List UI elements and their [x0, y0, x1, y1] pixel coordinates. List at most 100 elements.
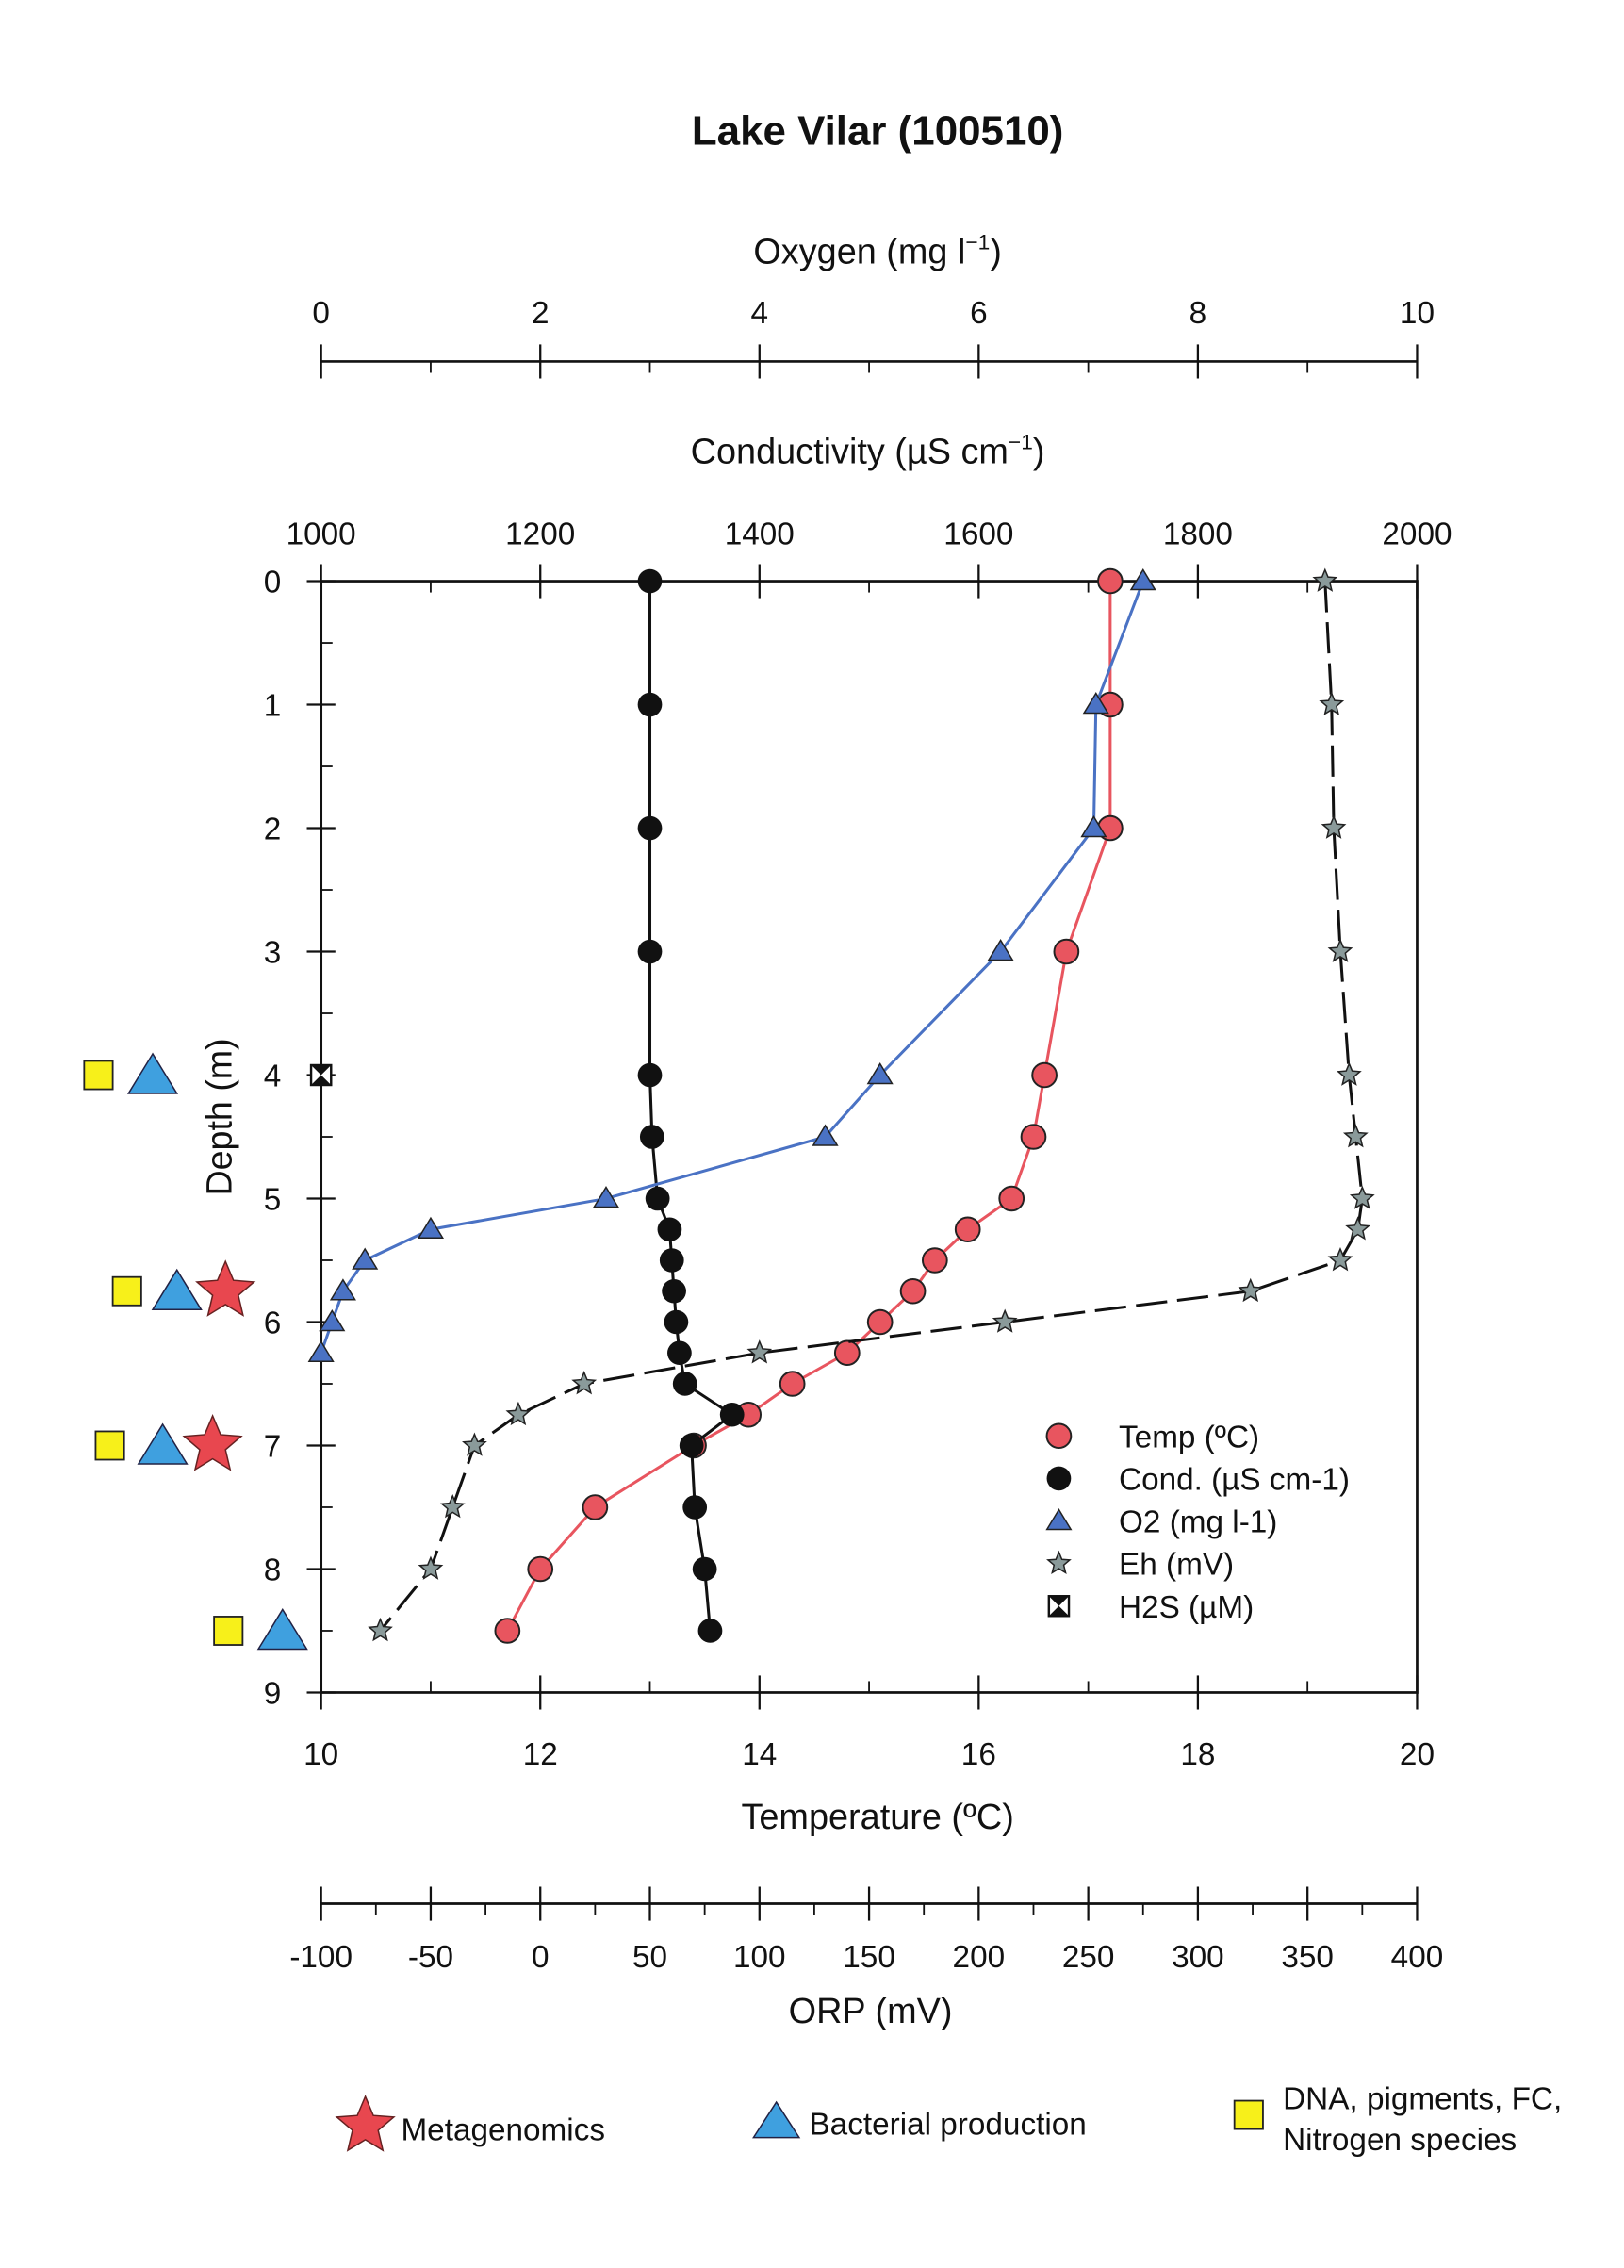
cond-point	[697, 1619, 723, 1643]
metagenomics-label: Metagenomics	[401, 2113, 605, 2148]
temp-point	[998, 1185, 1025, 1212]
temperature-tick-label: 10	[303, 1737, 338, 1772]
conductivity-tick-label: 1600	[943, 518, 1013, 552]
chart-title: Lake Vilar (100510)	[692, 108, 1064, 155]
eh-point	[746, 1339, 773, 1364]
legend-label: Eh (mV)	[1119, 1548, 1234, 1583]
orp-tick-label: 50	[632, 1940, 667, 1975]
conductivity-axis-label: Conductivity (µS cm−1)	[691, 431, 1045, 471]
cond-point	[657, 1217, 682, 1242]
temp-point	[899, 1277, 927, 1305]
temperature-tick-label: 16	[961, 1737, 996, 1772]
orp-tick-label: 200	[953, 1940, 1006, 1975]
orp-tick-label: 400	[1391, 1940, 1444, 1975]
eh-point	[1327, 1247, 1353, 1272]
o2-point	[592, 1186, 620, 1208]
eh-point	[1342, 1124, 1369, 1148]
depth-axis-label: Depth (m)	[199, 1038, 238, 1195]
eh-point	[505, 1401, 532, 1426]
eh-point	[368, 1617, 393, 1642]
temp-point	[954, 1216, 981, 1243]
legend-marker-4	[1047, 1595, 1071, 1618]
conductivity-tick-label: 1400	[725, 518, 795, 552]
cond-point	[667, 1340, 692, 1366]
sample-square-marker	[213, 1616, 244, 1646]
depth-tick-label: 9	[264, 1677, 282, 1712]
legend-label: Cond. (µS cm-1)	[1119, 1463, 1350, 1498]
cond-point	[659, 1248, 684, 1273]
depth-tick-label: 1	[264, 689, 282, 724]
temp-point	[866, 1308, 894, 1336]
depth-tick-label: 8	[264, 1553, 282, 1588]
o2-point	[329, 1278, 356, 1301]
cond-point	[637, 939, 663, 964]
legend-marker-0	[1045, 1422, 1073, 1450]
depth-tick-label: 7	[264, 1430, 282, 1465]
bacterial-production-label: Bacterial production	[809, 2108, 1086, 2143]
temp-point	[1020, 1124, 1047, 1150]
o2-point	[352, 1247, 379, 1270]
sample-triangle-marker	[126, 1052, 179, 1094]
depth-tick-label: 4	[264, 1060, 282, 1094]
eh-point	[1321, 814, 1347, 839]
temp-point	[494, 1618, 521, 1644]
sample-triangle-marker	[137, 1422, 189, 1465]
conductivity-tick-label: 1800	[1163, 518, 1233, 552]
eh-point	[1327, 938, 1353, 962]
cond-point	[639, 1125, 664, 1149]
sample-square-marker	[94, 1430, 125, 1461]
oxygen-axis-label: Oxygen (mg l−1)	[753, 231, 1002, 271]
oxygen-tick-label: 4	[751, 296, 769, 331]
eh-point	[1345, 1216, 1370, 1241]
eh-point	[418, 1555, 444, 1580]
temp-point	[1097, 567, 1124, 595]
sample-triangle-marker	[151, 1268, 203, 1311]
temp-point	[779, 1371, 806, 1397]
sample-star-marker	[195, 1259, 256, 1317]
orp-tick-label: 350	[1281, 1940, 1334, 1975]
sample-square-marker	[83, 1060, 114, 1091]
o2-point	[319, 1309, 346, 1332]
series-cond	[637, 568, 745, 1643]
conductivity-tick-label: 2000	[1382, 518, 1452, 552]
o2-point	[1129, 568, 1156, 591]
oxygen-tick-label: 2	[532, 296, 550, 331]
h2s-point	[309, 1063, 333, 1087]
temp-point	[1053, 938, 1080, 965]
temp-point	[1031, 1061, 1058, 1089]
cond-point	[679, 1433, 704, 1458]
eh-point	[462, 1432, 487, 1456]
cond-point	[692, 1556, 717, 1582]
orp-tick-label: 150	[843, 1940, 895, 1975]
legend-label: O2 (mg l-1)	[1119, 1505, 1277, 1540]
legend-label: Temp (ºC)	[1119, 1420, 1259, 1454]
depth-tick-label: 3	[264, 936, 282, 971]
cond-point	[682, 1495, 708, 1520]
temperature-tick-label: 12	[523, 1737, 558, 1772]
series-line-cond	[648, 581, 735, 1632]
series-temp	[494, 567, 1124, 1644]
legend-label: H2S (µM)	[1119, 1590, 1254, 1625]
temp-point	[921, 1247, 948, 1274]
series-h2s	[309, 1063, 333, 1087]
depth-tick-label: 5	[264, 1183, 282, 1218]
o2-point	[1082, 692, 1109, 715]
depth-tick-label: 0	[264, 566, 282, 600]
oxygen-tick-label: 10	[1400, 296, 1435, 331]
o2-point	[866, 1062, 894, 1085]
cond-point	[662, 1278, 686, 1304]
o2-point	[1080, 815, 1107, 838]
legend-marker-2	[1045, 1508, 1073, 1531]
temperature-axis-label: Temperature (ºC)	[741, 1797, 1013, 1836]
temp-point	[582, 1494, 609, 1520]
eh-point	[1319, 691, 1345, 715]
series-eh	[368, 567, 1375, 1642]
orp-tick-label: 0	[532, 1940, 550, 1975]
cond-point	[664, 1309, 689, 1335]
cond-point	[637, 568, 663, 594]
temperature-tick-label: 14	[742, 1737, 777, 1772]
legend-marker-1	[1046, 1466, 1072, 1491]
conductivity-tick-label: 1200	[505, 518, 575, 552]
o2-point	[987, 939, 1014, 961]
depth-tick-label: 6	[264, 1307, 282, 1341]
